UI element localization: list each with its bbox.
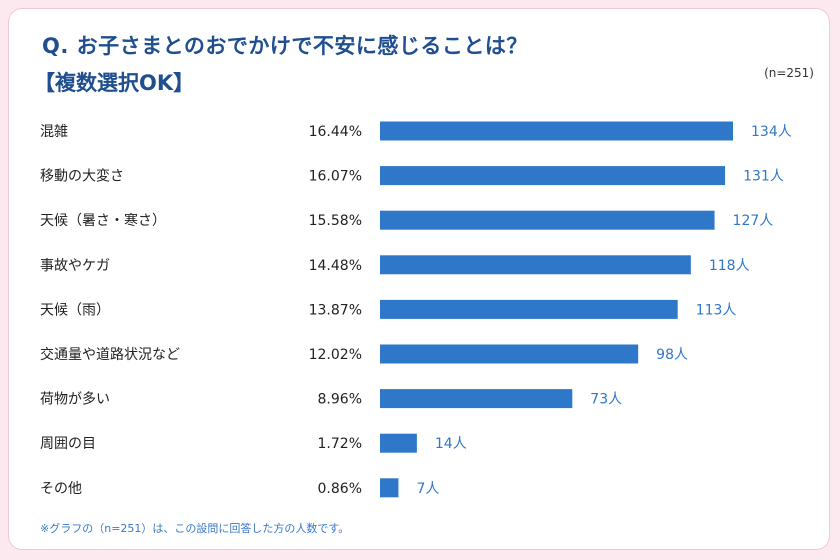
percent-label: 15.58%	[309, 213, 362, 229]
sample-size-label: (n=251)	[764, 66, 814, 80]
chart-title: Q. お子さまとのおでかけで不安に感じることは？	[42, 34, 528, 58]
category-label: その他	[40, 481, 82, 497]
count-label: 73人	[590, 392, 622, 408]
bar	[380, 478, 399, 498]
percent-label: 16.44%	[309, 124, 362, 140]
percent-label: 13.87%	[309, 302, 362, 318]
count-label: 7人	[416, 481, 439, 497]
percent-label: 8.96%	[318, 392, 362, 408]
count-label: 98人	[656, 347, 688, 363]
count-label: 131人	[743, 169, 784, 185]
percent-label: 14.48%	[309, 258, 362, 274]
count-label: 118人	[709, 258, 750, 274]
bar	[380, 433, 417, 453]
percent-label: 12.02%	[309, 347, 362, 363]
bar	[380, 121, 733, 141]
percent-label: 1.72%	[318, 436, 362, 452]
count-label: 134人	[751, 124, 792, 140]
bar	[380, 166, 726, 186]
category-label: 天候（暑さ・寒さ）	[40, 212, 166, 229]
count-label: 127人	[733, 213, 774, 229]
chart-card	[8, 8, 830, 550]
footnote: ※グラフの（n=251）は、この設問に回答した方の人数です。	[40, 522, 350, 535]
bar	[380, 255, 691, 275]
bar	[380, 344, 639, 364]
percent-label: 0.86%	[318, 481, 362, 497]
category-label: 周囲の目	[40, 436, 96, 452]
bar	[380, 389, 573, 409]
category-label: 事故やケガ	[40, 258, 110, 274]
category-label: 交通量や道路状況など	[40, 346, 180, 363]
bar	[380, 210, 715, 230]
category-label: 荷物が多い	[40, 391, 110, 408]
category-label: 天候（雨）	[40, 302, 110, 318]
category-label: 混雑	[40, 124, 68, 140]
count-label: 113人	[696, 302, 737, 318]
chart-subtitle: 【複数選択OK】	[34, 71, 195, 95]
percent-label: 16.07%	[309, 169, 362, 185]
bar	[380, 299, 678, 319]
category-label: 移動の大変さ	[40, 168, 124, 185]
count-label: 14人	[435, 436, 467, 452]
